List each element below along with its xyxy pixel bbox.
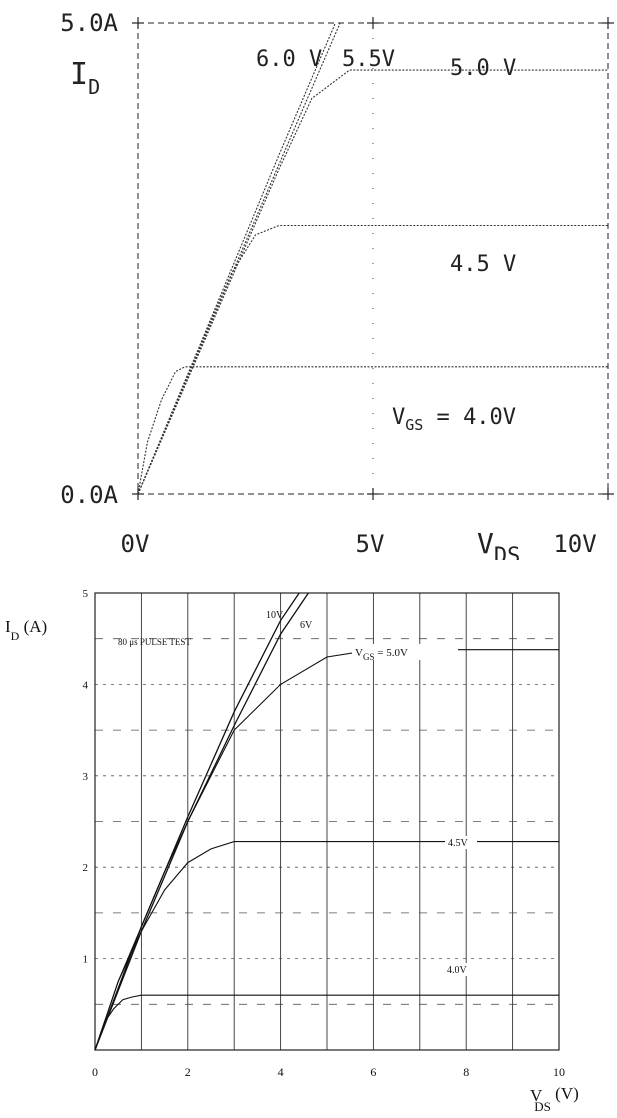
- bottom-xtick-10: 10: [553, 1065, 565, 1079]
- bottom-series-line-3: [94, 592, 309, 1051]
- bottom-xlabel: V DS (V): [530, 1084, 579, 1114]
- bottom-series-line-2: [94, 649, 559, 1051]
- bottom-series-label-4-5v: 4.5V: [448, 838, 469, 849]
- bottom-ytick-2: 2: [83, 862, 89, 874]
- bottom-xtick-4: 4: [278, 1065, 284, 1079]
- bottom-series-label-10v: 10V: [266, 610, 284, 621]
- bottom-series-label-5v-bg: [352, 644, 458, 660]
- bottom-xtick-0: 0: [92, 1065, 98, 1079]
- top-ymin-label: 0.0A: [60, 481, 118, 509]
- bottom-xtick-2: 2: [185, 1065, 191, 1079]
- bottom-ytick-1: 1: [83, 954, 89, 966]
- bottom-xtick-6: 6: [370, 1065, 376, 1079]
- bottom-series-line-4: [94, 592, 300, 1051]
- bottom-series-label-5v: VGS = 5.0V: [355, 647, 408, 662]
- bottom-ylabel: ID (A): [5, 617, 47, 643]
- top-ylabel: ID: [70, 57, 100, 99]
- top-series-line-3: [137, 22, 341, 495]
- top-series-label-4-5v: 4.5 V: [450, 252, 516, 277]
- top-xlabel: VDS: [477, 527, 520, 560]
- bottom-series-label-4-5v-bg: [445, 836, 477, 849]
- top-output-characteristics-chart: 5.0A 0.0A ID 0V 5V VDS 10V 5.0 V 4.5 V 5.5V 6.0 V V…: [60, 9, 614, 560]
- bottom-series-label-6v: 6V: [300, 620, 313, 631]
- bottom-annotation: 80 μs PULSE TEST: [118, 637, 191, 647]
- bottom-ytick-5: 5: [83, 588, 89, 600]
- bottom-series-label-4v-bg: [444, 963, 476, 976]
- top-ymax-label: 5.0A: [60, 9, 118, 37]
- bottom-plot-frame: [94, 592, 560, 1051]
- top-series-label-5-5v: 5.5V: [342, 47, 395, 72]
- top-series-line-2: [137, 69, 608, 495]
- top-series-label-6v: 6.0 V: [256, 47, 322, 72]
- top-series-line-0: [137, 366, 608, 495]
- bottom-series-label-4v: 4.0V: [447, 965, 468, 976]
- bottom-ytick-3: 3: [83, 771, 89, 783]
- bottom-ytick-4: 4: [83, 679, 89, 691]
- top-xtick-0: 0V: [121, 530, 150, 558]
- top-series-label-5v: 5.0 V: [450, 56, 516, 81]
- top-xtick-5: 5V: [356, 530, 385, 558]
- top-series-label-4v: VGS = 4.0V: [392, 405, 516, 434]
- bottom-xtick-8: 8: [463, 1065, 469, 1079]
- top-xmax-label: 10V: [553, 530, 596, 558]
- top-series-line-4: [137, 22, 336, 495]
